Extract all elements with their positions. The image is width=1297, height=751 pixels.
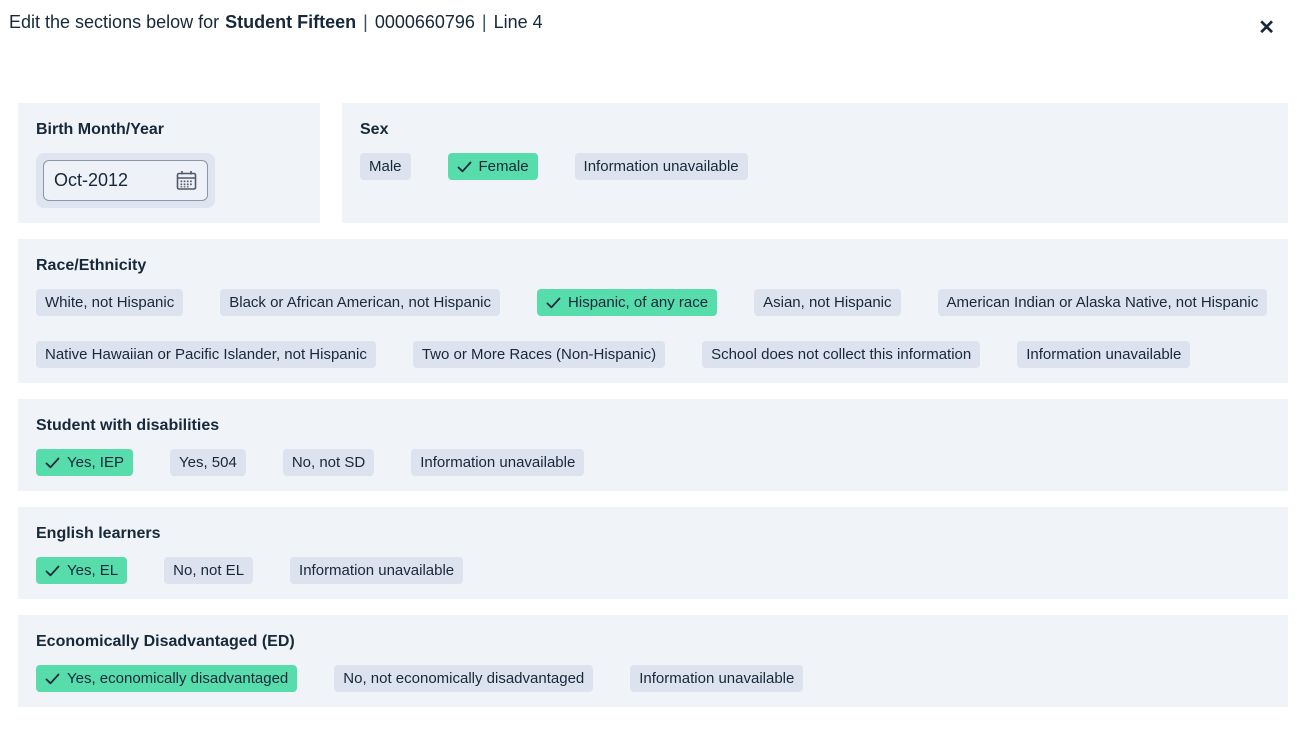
chip-no-not-economically-disadvantaged[interactable]: No, not economically disadvantaged bbox=[334, 665, 594, 692]
chip-two-or-more-races-non-hispanic[interactable]: Two or More Races (Non-Hispanic) bbox=[412, 341, 666, 368]
chip-label: Yes, EL bbox=[67, 562, 119, 579]
economically-disadvantaged-options: Yes, economically disadvantaged No, not e… bbox=[36, 665, 1270, 692]
chip-label: No, not EL bbox=[173, 562, 245, 579]
page-title: Edit the sections below for Student Fifte… bbox=[9, 10, 543, 35]
chip-label: Information unavailable bbox=[639, 670, 795, 687]
disabilities-options: Yes, IEP Yes, 504 No, not SD Information un… bbox=[36, 449, 1270, 476]
chip-asian-not-hispanic[interactable]: Asian, not Hispanic bbox=[754, 289, 901, 316]
english-learners-options: Yes, EL No, not EL Information unavailable bbox=[36, 557, 1270, 584]
chip-label: Asian, not Hispanic bbox=[763, 294, 892, 311]
chip-information-unavailable[interactable]: Information unavailable bbox=[290, 557, 464, 584]
chip-label: Yes, IEP bbox=[67, 454, 124, 471]
chip-school-does-not-collect-this-information[interactable]: School does not collect this information bbox=[702, 341, 981, 368]
chip-yes-iep[interactable]: Yes, IEP bbox=[36, 449, 133, 476]
chip-hispanic-of-any-race[interactable]: Hispanic, of any race bbox=[537, 289, 718, 316]
chip-label: Two or More Races (Non-Hispanic) bbox=[421, 346, 657, 363]
chip-white-not-hispanic[interactable]: White, not Hispanic bbox=[36, 289, 184, 316]
chip-label: Hispanic, of any race bbox=[568, 294, 709, 311]
section-label: Student with disabilities bbox=[36, 417, 220, 434]
student-id: 0000660796 bbox=[374, 12, 475, 32]
section-race-ethnicity: Race/Ethnicity White, not Hispanic Black … bbox=[18, 239, 1288, 383]
chip-label: Yes, 504 bbox=[178, 454, 237, 471]
section-label: Sex bbox=[360, 121, 389, 138]
chip-no-not-sd[interactable]: No, not SD bbox=[282, 449, 375, 476]
section-label: Economically Disadvantaged (ED) bbox=[36, 633, 295, 650]
chip-label: School does not collect this information bbox=[711, 346, 972, 363]
chip-native-hawaiian-or-pacific-islander-not-hispanic[interactable]: Native Hawaiian or Pacific Islander, not… bbox=[36, 341, 376, 368]
line-label: Line 4 bbox=[493, 12, 543, 32]
birth-date-control bbox=[36, 153, 215, 208]
chip-label: White, not Hispanic bbox=[45, 294, 175, 311]
check-icon bbox=[457, 161, 472, 173]
section-label: Race/Ethnicity bbox=[36, 257, 147, 274]
section-economically-disadvantaged: Economically Disadvantaged (ED) Yes, eco… bbox=[18, 615, 1288, 707]
row-birth-sex: Birth Month/Year bbox=[18, 103, 1288, 223]
section-label: Birth Month/Year bbox=[36, 121, 165, 138]
section-student-with-disabilities: Student with disabilities Yes, IEP Yes, 5… bbox=[18, 399, 1288, 491]
chip-label: Female bbox=[478, 158, 529, 175]
chip-label: Information unavailable bbox=[1026, 346, 1182, 363]
close-button[interactable]: ✕ bbox=[1248, 10, 1285, 46]
chip-label: Male bbox=[369, 158, 402, 175]
check-icon bbox=[45, 673, 60, 685]
chip-label: Information unavailable bbox=[583, 158, 739, 175]
title-prefix: Edit the sections below for bbox=[9, 12, 220, 32]
chip-label: Native Hawaiian or Pacific Islander, not… bbox=[45, 346, 367, 363]
chip-label: American Indian or Alaska Native, not Hi… bbox=[946, 294, 1259, 311]
sex-options: Male Female Information unavailable bbox=[360, 153, 1270, 180]
race-options: White, not Hispanic Black or African Amer… bbox=[36, 289, 1270, 368]
section-birth-month-year: Birth Month/Year bbox=[18, 103, 320, 223]
chip-label: No, not economically disadvantaged bbox=[343, 670, 585, 687]
section-sex: Sex Male Female Information unavailable bbox=[342, 103, 1288, 223]
chip-information-unavailable[interactable]: Information unavailable bbox=[574, 153, 748, 180]
check-icon bbox=[45, 565, 60, 577]
chip-yes-economically-disadvantaged[interactable]: Yes, economically disadvantaged bbox=[36, 665, 298, 692]
birth-date-field[interactable] bbox=[43, 160, 208, 201]
section-english-learners: English learners Yes, EL No, not EL Inform… bbox=[18, 507, 1288, 599]
chip-label: Information unavailable bbox=[299, 562, 455, 579]
separator: | bbox=[481, 12, 487, 32]
chip-female[interactable]: Female bbox=[447, 153, 538, 180]
chip-yes-el[interactable]: Yes, EL bbox=[36, 557, 128, 584]
separator: | bbox=[363, 12, 368, 32]
chip-black-or-african-american-not-hispanic[interactable]: Black or African American, not Hispanic bbox=[220, 289, 501, 316]
check-icon bbox=[45, 457, 60, 469]
chip-label: Yes, economically disadvantaged bbox=[67, 670, 289, 687]
calendar-icon[interactable] bbox=[175, 169, 198, 192]
student-name: Student Fifteen bbox=[225, 12, 357, 32]
close-icon: ✕ bbox=[1258, 17, 1275, 39]
dialog-body: Birth Month/Year bbox=[18, 103, 1288, 707]
chip-information-unavailable[interactable]: Information unavailable bbox=[630, 665, 804, 692]
chip-american-indian-or-alaska-native-not-hispanic[interactable]: American Indian or Alaska Native, not Hi… bbox=[937, 289, 1268, 316]
chip-label: No, not SD bbox=[291, 454, 366, 471]
chip-information-unavailable[interactable]: Information unavailable bbox=[1017, 341, 1191, 368]
section-label: English learners bbox=[36, 525, 161, 542]
chip-information-unavailable[interactable]: Information unavailable bbox=[411, 449, 585, 476]
chip-yes-504[interactable]: Yes, 504 bbox=[169, 449, 246, 476]
chip-no-not-el[interactable]: No, not EL bbox=[164, 557, 254, 584]
birth-date-input[interactable] bbox=[54, 170, 175, 191]
chip-male[interactable]: Male bbox=[360, 153, 411, 180]
chip-label: Black or African American, not Hispanic bbox=[229, 294, 492, 311]
chip-label: Information unavailable bbox=[420, 454, 576, 471]
dialog-header: Edit the sections below for Student Fifte… bbox=[0, 0, 1297, 46]
check-icon bbox=[546, 297, 561, 309]
